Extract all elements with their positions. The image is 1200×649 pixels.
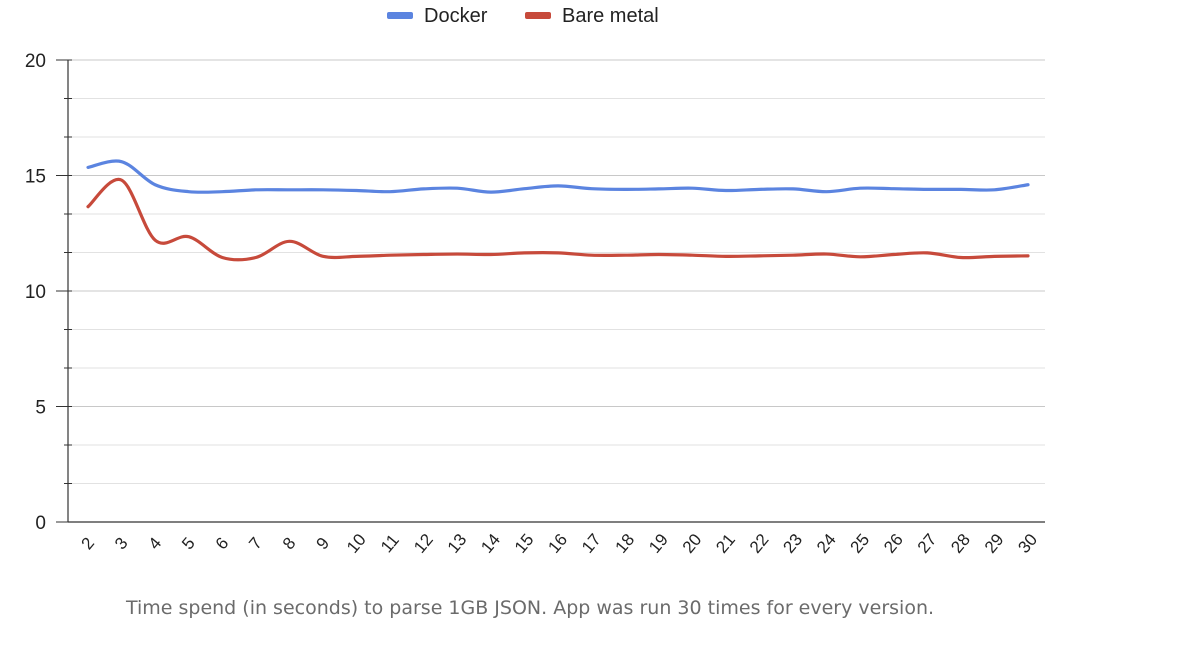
x-tick-label: 5 (178, 534, 199, 553)
series-lines (86, 159, 1030, 262)
x-tick-label: 29 (981, 530, 1008, 557)
x-tick-label: 10 (343, 530, 370, 557)
x-tick-label: 23 (779, 530, 806, 557)
x-tick-label: 12 (410, 530, 437, 557)
legend-swatch-bare-metal (525, 12, 551, 19)
x-tick-label: 7 (245, 534, 266, 553)
x-tick-label: 8 (279, 534, 300, 553)
legend-label-docker: Docker (424, 5, 488, 27)
x-tick-label: 6 (212, 534, 233, 553)
x-tick-label: 14 (477, 530, 504, 557)
x-tick-label: 11 (377, 531, 403, 557)
y-tick-label: 10 (25, 282, 46, 303)
y-tick-label: 20 (25, 51, 46, 72)
x-tick-label: 18 (612, 530, 639, 557)
x-tick-label: 28 (947, 530, 974, 557)
x-tick-label: 27 (914, 530, 941, 557)
series-line-docker (86, 159, 1030, 194)
x-tick-label: 20 (679, 530, 706, 557)
x-tick-label: 13 (444, 530, 471, 557)
x-tick-label: 25 (847, 530, 874, 557)
x-tick-label: 19 (645, 530, 672, 557)
legend: Docker Bare metal (387, 5, 659, 27)
x-tick-label: 21 (712, 530, 739, 557)
x-tick-label: 15 (511, 530, 538, 557)
y-tick-label: 15 (25, 167, 46, 188)
y-axis-ticks: 0 5 10 15 20 (25, 51, 72, 534)
legend-item-bare-metal: Bare metal (525, 5, 659, 27)
x-tick-label: 9 (312, 534, 333, 553)
x-tick-label: 2 (77, 534, 98, 553)
x-tick-label: 4 (145, 534, 166, 553)
x-tick-label: 17 (578, 530, 605, 557)
x-tick-label: 3 (111, 534, 132, 553)
legend-item-docker: Docker (387, 5, 488, 27)
y-tick-label: 5 (35, 398, 46, 419)
x-axis-ticks: 2 3 4 5 6 7 8 9 10 11 12 13 14 15 16 17 18 19 20 21 22 23 24 25… (77, 530, 1041, 557)
gridlines (68, 59, 1045, 523)
chart-caption: Time spend (in seconds) to parse 1GB JSO… (125, 597, 935, 619)
x-tick-label: 26 (880, 530, 907, 557)
legend-label-bare-metal: Bare metal (562, 5, 659, 27)
x-tick-label: 16 (544, 530, 571, 557)
x-tick-label: 22 (746, 530, 773, 557)
series-line-bare-metal (86, 177, 1030, 262)
legend-swatch-docker (387, 12, 413, 19)
x-tick-label: 24 (813, 530, 840, 557)
x-tick-label: 30 (1014, 530, 1041, 557)
y-tick-label: 0 (35, 513, 46, 534)
